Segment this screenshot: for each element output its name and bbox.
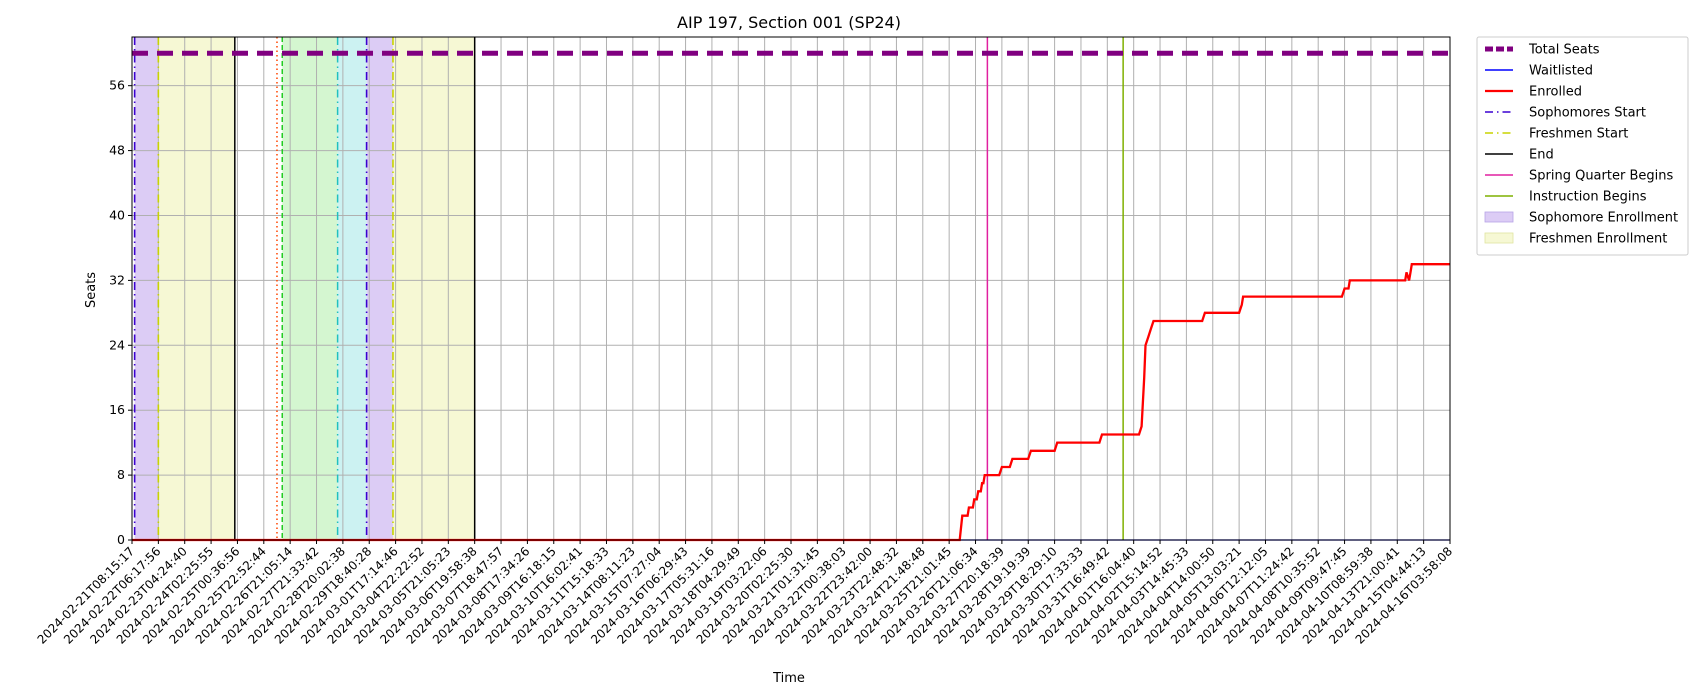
legend-swatch-9 [1484, 232, 1514, 244]
legend-swatch-8 [1484, 211, 1514, 223]
axes: 081624324048562024-02-21T08:15:172024-02… [35, 36, 1455, 647]
span-1-0 [158, 37, 235, 540]
y-tick-label-32: 32 [109, 272, 125, 287]
span-0-0 [134, 37, 159, 540]
legend-label-0: Total Seats [1528, 43, 1600, 58]
span-0-1 [366, 37, 393, 540]
legend-label-4: Freshmen Start [1529, 127, 1628, 142]
series-2 [132, 263, 1450, 542]
legend-label-5: End [1529, 148, 1554, 163]
y-tick-label-0: 0 [117, 532, 125, 547]
enrollment-spans [134, 37, 475, 540]
event-lines [133, 37, 1124, 540]
y-tick-label-24: 24 [109, 337, 125, 352]
legend: Total Seats Waitlisted Enrolled Sophomores … [1476, 36, 1689, 256]
y-tick-label-8: 8 [117, 467, 125, 482]
span-2-0 [282, 37, 338, 540]
chart-title: AIP 197, Section 001 (SP24) [677, 13, 901, 32]
legend-label-9: Freshmen Enrollment [1529, 232, 1667, 247]
y-tick-label-56: 56 [109, 78, 125, 93]
legend-box [1476, 36, 1689, 256]
span-1-1 [392, 37, 475, 540]
x-axis-label: Time [772, 671, 805, 686]
legend-label-8: Sophomore Enrollment [1529, 211, 1678, 226]
span-3-0 [337, 37, 367, 540]
y-tick-label-16: 16 [109, 402, 125, 417]
legend-label-6: Spring Quarter Begins [1529, 169, 1673, 184]
legend-label-2: Enrolled [1529, 85, 1582, 100]
legend-label-1: Waitlisted [1529, 64, 1593, 79]
y-tick-label-48: 48 [109, 143, 125, 158]
legend-label-7: Instruction Begins [1529, 190, 1647, 205]
y-tick-label-40: 40 [109, 207, 125, 222]
y-axis-label: Seats [84, 272, 99, 308]
legend-label-3: Sophomores Start [1529, 106, 1646, 121]
